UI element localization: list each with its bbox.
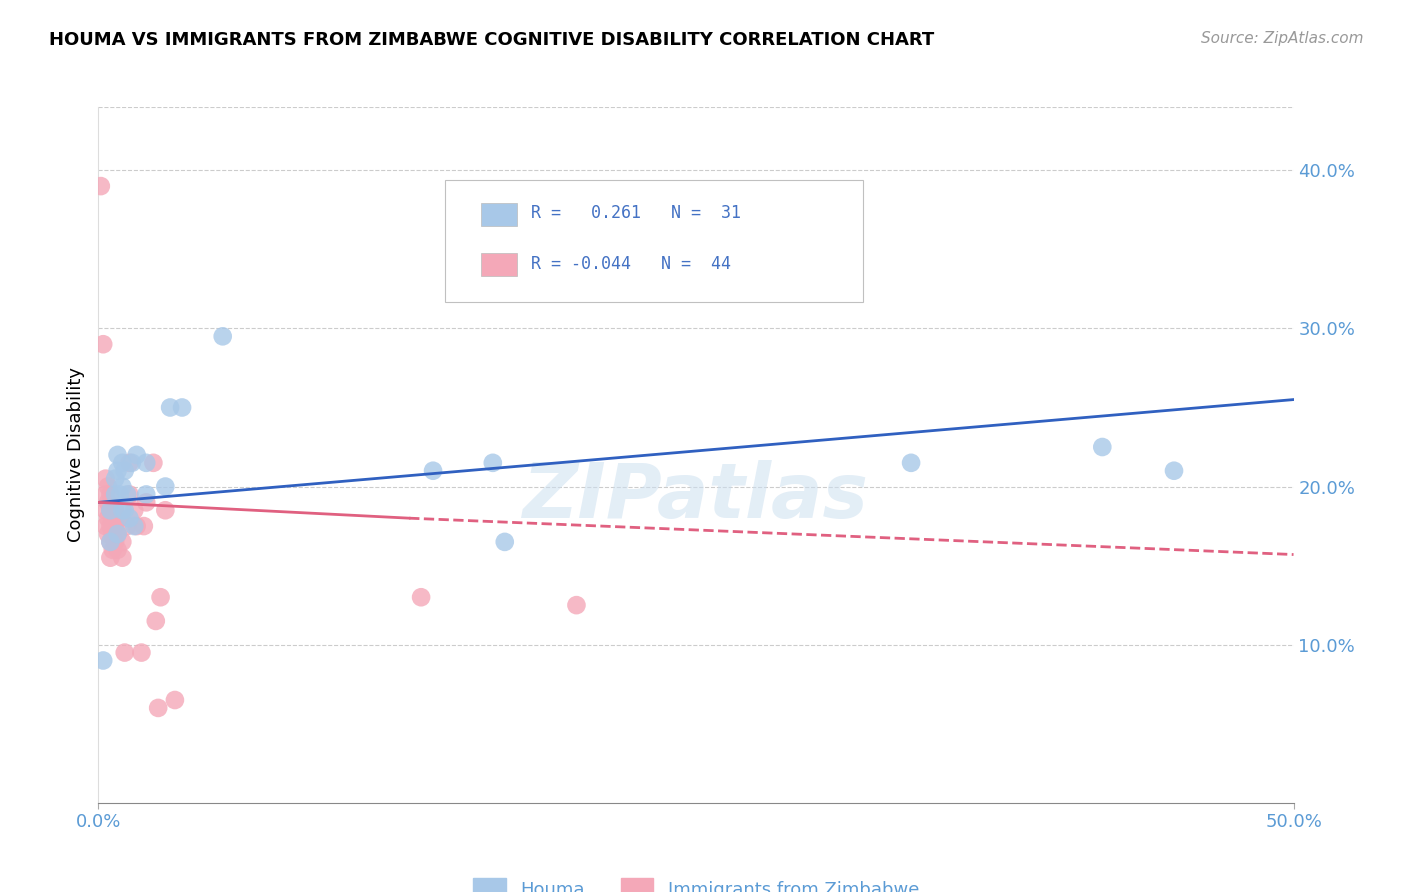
FancyBboxPatch shape: [481, 203, 517, 226]
Point: [101, 542, 124, 557]
Point: [159, 401, 181, 415]
Point: [494, 534, 516, 549]
Point: [94, 487, 117, 501]
Point: [94, 503, 117, 517]
Point: [135, 487, 157, 501]
Point: [118, 487, 141, 501]
Point: [148, 701, 170, 715]
Point: [97, 527, 120, 541]
Point: [155, 503, 177, 517]
Point: [135, 495, 157, 509]
Text: R =   0.261   N =  31: R = 0.261 N = 31: [531, 204, 741, 222]
Point: [107, 527, 129, 541]
Text: ZIPatlas: ZIPatlas: [523, 459, 869, 533]
Legend: Houma, Immigrants from Zimbabwe: Houma, Immigrants from Zimbabwe: [465, 871, 927, 892]
Point: [101, 527, 124, 541]
Point: [104, 503, 127, 517]
Point: [107, 448, 129, 462]
Point: [98, 519, 122, 533]
Point: [1163, 464, 1185, 478]
Point: [111, 550, 134, 565]
Point: [149, 591, 172, 605]
Point: [155, 479, 177, 493]
Point: [111, 479, 134, 493]
Point: [121, 456, 143, 470]
Point: [90, 179, 112, 194]
Point: [124, 519, 146, 533]
Point: [98, 534, 122, 549]
Point: [97, 511, 120, 525]
Point: [118, 456, 141, 470]
Point: [411, 591, 433, 605]
FancyBboxPatch shape: [481, 253, 517, 277]
Point: [481, 456, 505, 470]
Point: [114, 503, 136, 517]
Point: [111, 503, 134, 517]
Point: [211, 329, 233, 343]
Point: [145, 614, 167, 628]
Point: [94, 519, 117, 533]
Point: [114, 464, 136, 478]
Point: [132, 519, 155, 533]
Point: [422, 464, 444, 478]
Point: [98, 503, 122, 517]
Point: [104, 487, 127, 501]
Point: [104, 534, 127, 549]
Point: [135, 456, 157, 470]
Point: [125, 519, 148, 533]
Text: HOUMA VS IMMIGRANTS FROM ZIMBABWE COGNITIVE DISABILITY CORRELATION CHART: HOUMA VS IMMIGRANTS FROM ZIMBABWE COGNIT…: [49, 31, 935, 49]
Point: [98, 534, 122, 549]
Point: [94, 472, 117, 486]
Text: Source: ZipAtlas.com: Source: ZipAtlas.com: [1201, 31, 1364, 46]
Text: R = -0.044   N =  44: R = -0.044 N = 44: [531, 254, 731, 273]
Point: [111, 456, 134, 470]
Point: [107, 464, 129, 478]
Point: [98, 550, 122, 565]
Point: [107, 542, 129, 557]
Point: [91, 337, 114, 351]
Point: [1091, 440, 1114, 454]
Point: [124, 503, 146, 517]
Point: [108, 487, 131, 501]
Point: [118, 511, 141, 525]
Point: [114, 646, 136, 660]
Point: [97, 479, 120, 493]
Point: [104, 519, 127, 533]
Point: [131, 646, 153, 660]
Point: [111, 534, 134, 549]
Point: [97, 495, 120, 509]
Point: [565, 598, 588, 612]
Point: [98, 487, 122, 501]
Point: [142, 456, 165, 470]
Point: [125, 448, 148, 462]
Point: [900, 456, 922, 470]
Point: [98, 503, 122, 517]
Y-axis label: Cognitive Disability: Cognitive Disability: [66, 368, 84, 542]
Point: [108, 511, 131, 525]
Point: [115, 519, 138, 533]
Point: [104, 472, 127, 486]
Point: [91, 653, 114, 667]
Point: [101, 511, 124, 525]
FancyBboxPatch shape: [444, 180, 863, 301]
Point: [115, 487, 138, 501]
Point: [172, 401, 194, 415]
Point: [163, 693, 186, 707]
Point: [107, 527, 129, 541]
